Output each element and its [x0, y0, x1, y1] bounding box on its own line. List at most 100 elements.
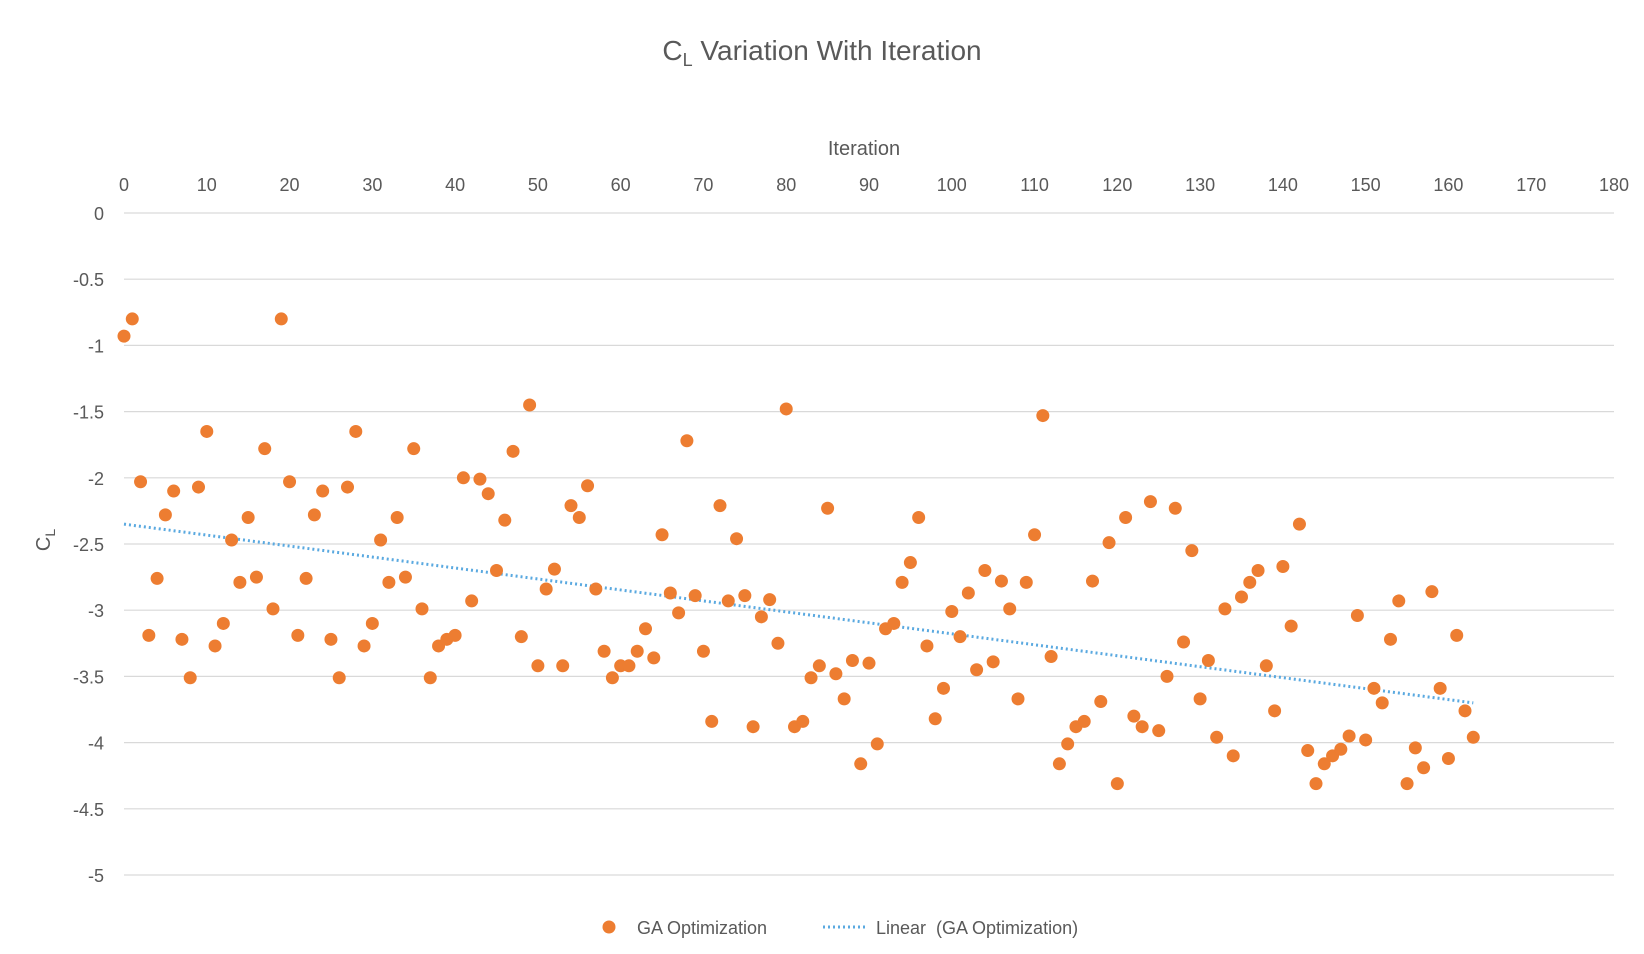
data-point: [324, 632, 338, 646]
data-point: [539, 582, 553, 596]
x-tick-label: 90: [859, 175, 879, 195]
data-point: [1044, 650, 1058, 664]
y-axis-title-subscript: L: [42, 529, 58, 537]
data-point: [862, 656, 876, 670]
data-point: [150, 571, 164, 585]
data-point: [1235, 590, 1248, 604]
x-tick-label: 50: [528, 175, 548, 195]
y-axis-title-group: CL: [33, 529, 58, 551]
data-point: [1201, 654, 1215, 668]
data-point: [1441, 751, 1455, 765]
data-point: [1276, 560, 1290, 574]
data-point: [134, 475, 148, 489]
data-point: [564, 499, 578, 513]
chart-title-subscript: L: [683, 50, 693, 70]
data-points: [117, 312, 1480, 791]
data-point: [258, 442, 272, 456]
data-point: [274, 312, 288, 326]
data-point: [1466, 730, 1480, 744]
data-point: [655, 528, 669, 542]
x-tick-label: 130: [1185, 175, 1215, 195]
data-point: [937, 681, 950, 695]
data-point: [895, 575, 909, 589]
data-point: [456, 471, 470, 485]
x-tick-label: 0: [119, 175, 129, 195]
x-tick-label: 120: [1102, 175, 1132, 195]
data-point: [547, 562, 561, 576]
data-point: [1309, 777, 1323, 791]
data-point: [233, 575, 247, 589]
data-point: [200, 424, 214, 438]
y-axis-title-main: C: [33, 537, 55, 551]
y-tick-label: 0: [94, 204, 104, 224]
data-point: [498, 513, 512, 527]
data-point: [332, 671, 346, 685]
data-point: [1193, 692, 1207, 706]
legend: GA Optimization Linear (GA Optimization): [602, 918, 1078, 938]
data-point: [961, 586, 975, 600]
data-point: [531, 659, 545, 673]
data-point: [465, 594, 479, 608]
data-point: [382, 575, 396, 589]
data-point: [1359, 733, 1373, 747]
data-point: [730, 532, 744, 546]
data-point: [912, 511, 926, 525]
y-tick-label: -1.5: [73, 403, 104, 423]
data-point: [1168, 501, 1182, 515]
data-point: [970, 663, 984, 677]
data-point: [812, 659, 826, 673]
data-point: [423, 671, 437, 685]
data-point: [1094, 695, 1108, 709]
data-point: [738, 589, 752, 603]
data-point: [821, 501, 835, 515]
x-tick-label: 60: [611, 175, 631, 195]
data-point: [1408, 741, 1422, 755]
data-point: [291, 628, 305, 642]
data-point: [216, 616, 230, 630]
y-tick-label: -4: [88, 734, 104, 754]
data-point: [1342, 729, 1356, 743]
data-point: [1350, 608, 1364, 622]
data-point: [1334, 742, 1348, 756]
data-point: [1036, 409, 1050, 423]
data-point: [829, 667, 843, 681]
x-tick-label: 180: [1599, 175, 1629, 195]
data-point: [316, 484, 330, 498]
data-point: [1011, 692, 1025, 706]
x-tick-labels: 0 10 20 30 40 50 60 70 80 90 100 110 120 130 140 150 160…: [119, 175, 1629, 195]
data-point: [1292, 517, 1306, 531]
x-tick-label: 30: [362, 175, 382, 195]
data-point: [696, 644, 710, 658]
data-point: [415, 602, 429, 616]
x-tick-label: 150: [1351, 175, 1381, 195]
data-point: [1400, 777, 1414, 791]
data-point: [953, 630, 967, 644]
data-point: [514, 630, 528, 644]
data-point: [1417, 761, 1431, 775]
data-point: [672, 606, 686, 620]
data-point: [1135, 720, 1149, 734]
data-point: [837, 692, 851, 706]
data-point: [1301, 744, 1315, 758]
data-point: [1284, 619, 1298, 633]
y-axis-title: CL: [33, 529, 58, 551]
data-point: [365, 616, 379, 630]
trendline-layer: [123, 522, 1474, 705]
data-point: [887, 616, 901, 630]
x-tick-label: 40: [445, 175, 465, 195]
data-point: [249, 570, 263, 584]
data-point: [1052, 757, 1066, 771]
legend-marker-ga-optimization: [602, 920, 616, 934]
data-point: [1127, 709, 1141, 723]
data-point: [1259, 659, 1273, 673]
data-point: [1458, 704, 1472, 718]
data-point: [746, 720, 760, 734]
y-tick-label: -0.5: [73, 270, 104, 290]
data-point: [1160, 669, 1174, 683]
data-point: [994, 574, 1008, 588]
data-point: [1077, 714, 1091, 728]
data-point: [639, 622, 652, 636]
y-tick-label: -5: [88, 866, 104, 886]
x-tick-label: 20: [280, 175, 300, 195]
data-point: [581, 479, 595, 493]
